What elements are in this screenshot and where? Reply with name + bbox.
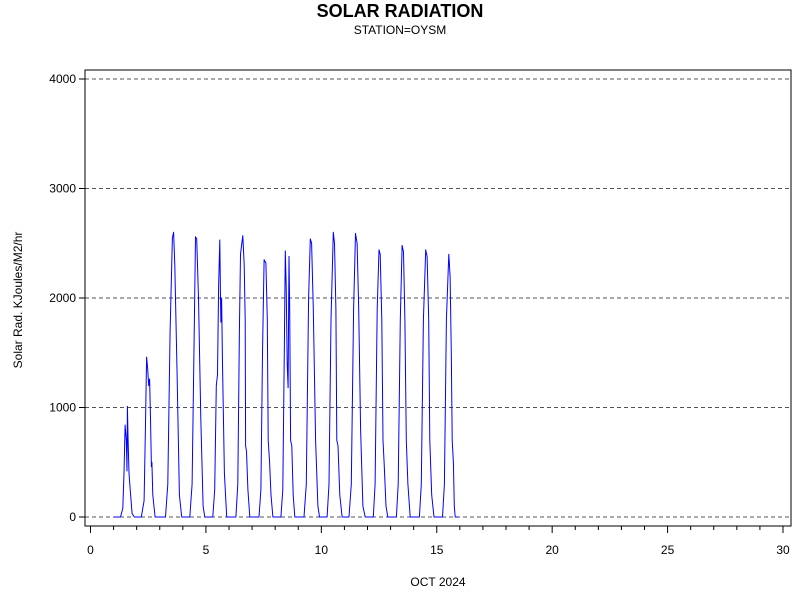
- grid-lines: [85, 78, 791, 518]
- chart-subtitle: STATION=OYSM: [353, 23, 447, 37]
- x-tick-label-5: 5: [203, 543, 210, 557]
- y-tick-label-4000: 4000: [49, 72, 76, 86]
- x-tick-label-15: 15: [430, 543, 444, 557]
- x-tick-label-20: 20: [545, 543, 559, 557]
- series-line-0: [113, 231, 459, 518]
- x-tick-label-25: 25: [661, 543, 675, 557]
- x-tick-label-10: 10: [315, 543, 329, 557]
- x-axis: 0 5 10 15 20 25 30: [87, 526, 790, 557]
- chart-title: SOLAR RADIATION: [316, 1, 484, 21]
- x-axis-label: OCT 2024: [410, 575, 465, 589]
- y-tick-label-2000: 2000: [49, 291, 76, 305]
- y-axis: 0 1000 2000 3000 4000: [49, 72, 85, 524]
- x-tick-label-0: 0: [87, 543, 94, 557]
- series-layer: [113, 231, 459, 518]
- y-tick-label-3000: 3000: [49, 182, 76, 196]
- y-axis-label: Solar Rad. KJoules/M2/hr: [11, 232, 25, 369]
- y-tick-label-1000: 1000: [49, 401, 76, 415]
- y-tick-label-0: 0: [69, 510, 76, 524]
- x-tick-label-30: 30: [776, 543, 790, 557]
